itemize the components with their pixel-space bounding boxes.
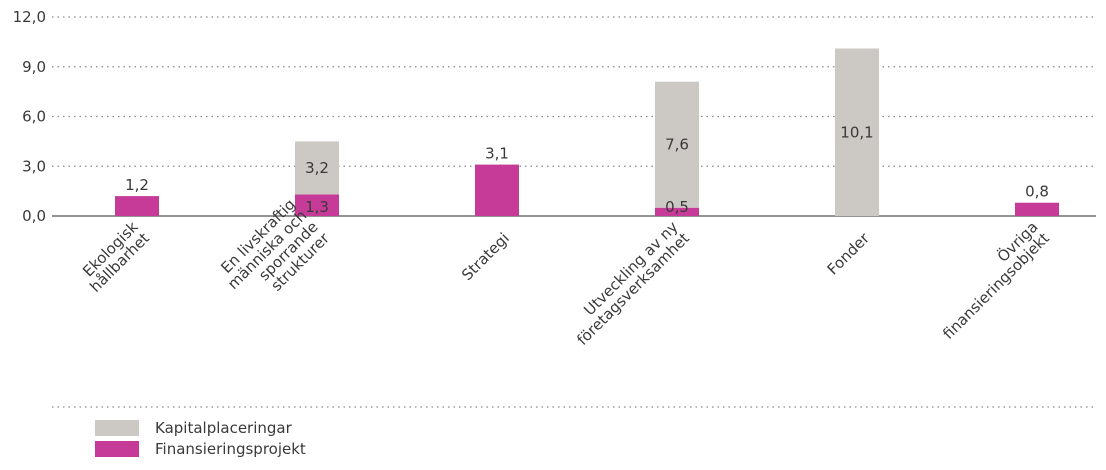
y-tick-label: 0,0 — [22, 207, 46, 225]
data-label: 0,5 — [665, 198, 689, 216]
category-label-line: företagsverksamhet — [573, 229, 693, 349]
y-tick-label: 3,0 — [22, 157, 46, 175]
y-tick-label: 9,0 — [22, 58, 46, 76]
bar-kapitalplaceringar — [655, 81, 699, 208]
data-label: 1,2 — [125, 176, 149, 194]
bar-finansieringsprojekt — [295, 194, 339, 216]
gridlines — [52, 16, 1096, 217]
category-label: Strategi — [458, 229, 513, 284]
data-label: 1,3 — [305, 198, 329, 216]
data-label: 3,1 — [485, 145, 509, 163]
y-axis-ticks: 0,0 3,0 6,0 9,0 12,0 — [13, 8, 46, 225]
data-label: 10,1 — [840, 123, 873, 141]
bar-kapitalplaceringar — [295, 141, 339, 195]
category-label-line: Strategi — [458, 229, 513, 284]
category-label-line: Fonder — [824, 229, 874, 279]
y-tick-label: 6,0 — [22, 108, 46, 126]
category-label-line: Utveckling av ny — [580, 218, 681, 319]
data-label: 3,2 — [305, 159, 329, 177]
category-label-line: finansieringsobjekt — [939, 229, 1053, 343]
legend-label: Finansieringsprojekt — [155, 440, 306, 458]
bar-finansieringsprojekt — [115, 196, 159, 216]
legend: Kapitalplaceringar Finansieringsprojekt — [95, 419, 306, 458]
data-label: 7,6 — [665, 136, 689, 154]
data-label: 0,8 — [1025, 183, 1049, 201]
legend-label: Kapitalplaceringar — [155, 419, 293, 437]
y-tick-label: 12,0 — [13, 8, 46, 26]
bar-finansieringsprojekt — [475, 164, 519, 216]
bar-kapitalplaceringar — [835, 48, 879, 217]
bar-finansieringsprojekt — [1015, 202, 1059, 216]
category-label: Fonder — [824, 229, 874, 279]
legend-swatch — [95, 420, 139, 436]
data-labels: 1,2 1,3 3,2 3,1 0,5 7,6 10,1 0,8 — [125, 123, 1049, 216]
bars — [115, 48, 1059, 217]
legend-swatch — [95, 441, 139, 457]
bar-finansieringsprojekt — [655, 207, 699, 216]
